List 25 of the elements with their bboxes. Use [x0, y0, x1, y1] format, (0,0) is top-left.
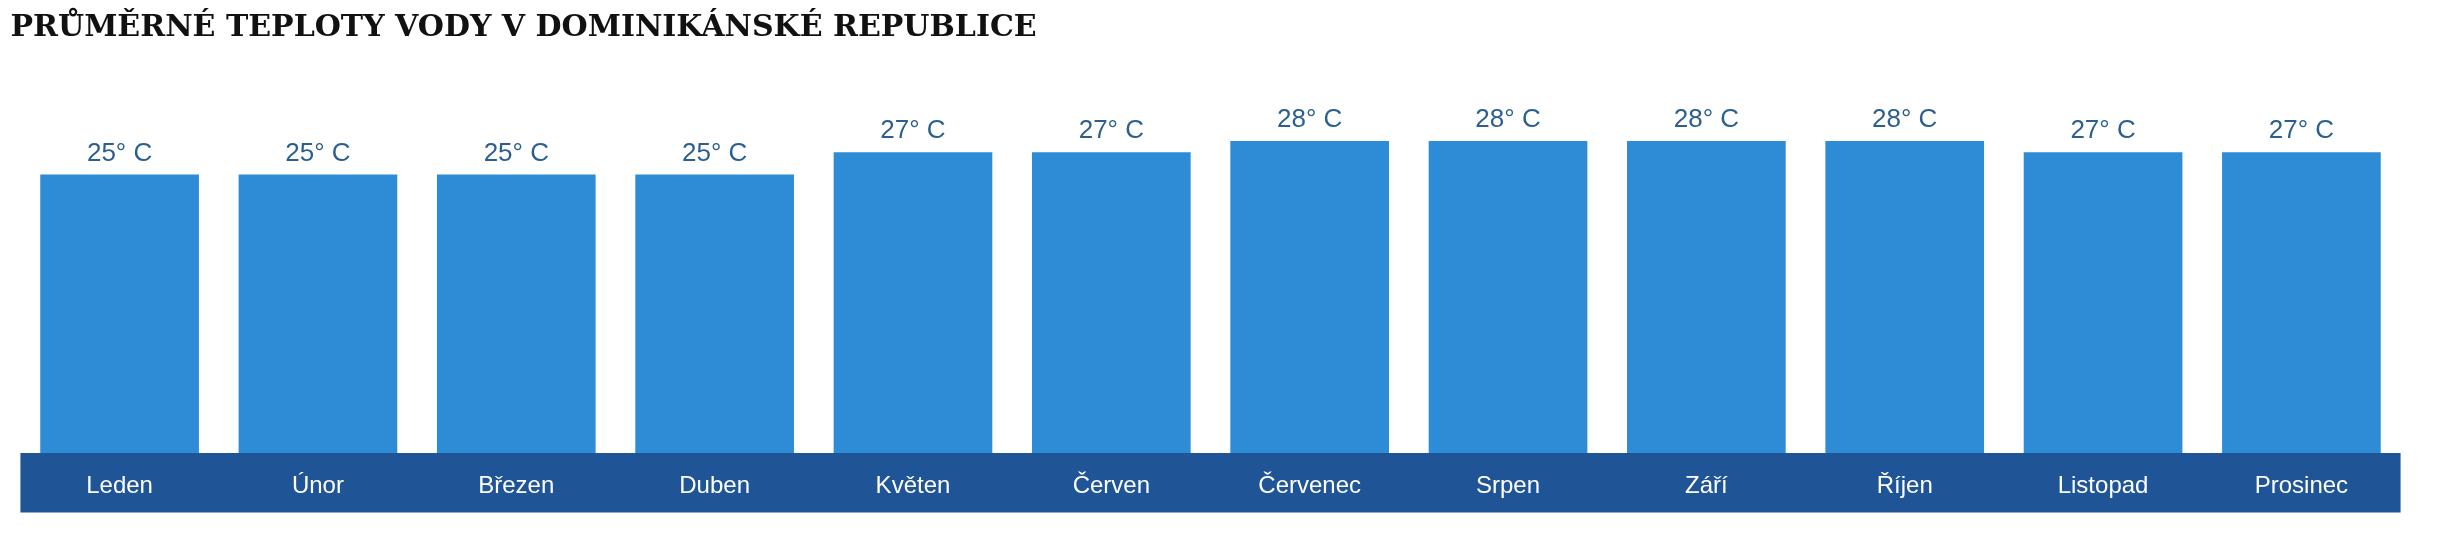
x-tick-label: Únor	[291, 470, 344, 498]
x-tick-label: Leden	[86, 470, 153, 498]
data-label: 25° C	[483, 136, 549, 167]
data-label: 25° C	[86, 136, 153, 167]
data-label: 27° C	[2268, 114, 2335, 145]
x-tick-label: Říjen	[1876, 470, 1933, 498]
x-tick-label: Březen	[478, 470, 555, 498]
data-label: 28° C	[1277, 103, 1343, 134]
chart-title: PRŮMĚRNÉ TEPLOTY VODY V DOMINIKÁNSKÉ REPUBLICE	[10, 6, 1037, 43]
x-tick-label: Duben	[679, 470, 751, 498]
data-label: 25° C	[285, 136, 351, 167]
data-label: 25° C	[681, 136, 748, 167]
data-label: 28° C	[1872, 103, 1938, 134]
data-label: 27° C	[1078, 114, 1144, 145]
data-label: 28° C	[1475, 103, 1541, 134]
data-label: 28° C	[1673, 103, 1740, 134]
x-tick-label: Listopad	[2057, 470, 2149, 498]
x-tick-label: Květen	[875, 470, 951, 498]
x-tick-label: Září	[1685, 470, 1729, 498]
data-label: 27° C	[2070, 114, 2136, 145]
x-tick-label: Srpen	[1476, 470, 1541, 498]
x-tick-label: Červenec	[1258, 470, 1362, 498]
data-label: 27° C	[880, 114, 946, 145]
x-tick-label: Prosinec	[2254, 470, 2349, 498]
x-tick-label: Červen	[1072, 470, 1151, 498]
